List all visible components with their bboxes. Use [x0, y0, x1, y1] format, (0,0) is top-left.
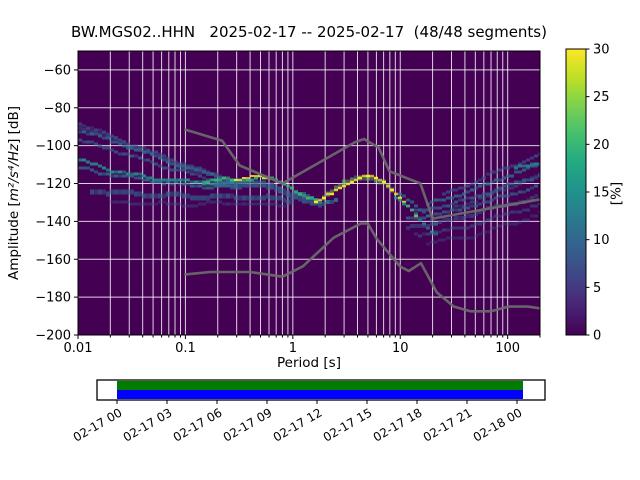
axes: 0.01 0.1 1 10 100 −60 −80 −100 −120 −140 −160 −180 −…: [35, 50, 541, 356]
colorbar-tick-label: 10: [593, 233, 610, 248]
timeline-tick-label: 02-17 09: [221, 405, 275, 444]
y-tick-label: −200: [35, 329, 71, 344]
colorbar-tick-label: 25: [593, 90, 610, 105]
grid-lines: [78, 51, 540, 335]
y-tick-label: −160: [35, 253, 71, 268]
timeline-tick-label: 02-17 21: [421, 405, 475, 444]
timeline-coverage-bar: [117, 381, 523, 390]
timeline-tick-label: 02-18 00: [471, 405, 525, 444]
colorbar-tick-label: 30: [593, 43, 610, 58]
x-tick-label: 10: [392, 341, 409, 356]
timeline-tick-label: 02-17 03: [121, 405, 175, 444]
colorbar-tick-label: 15: [593, 186, 610, 201]
x-tick-label: 0.1: [175, 341, 196, 356]
plot-title: BW.MGS02..HHN 2025-02-17 -- 2025-02-17 (…: [71, 23, 547, 41]
timeline-tick-label: 02-17 06: [171, 405, 225, 444]
y-tick-label: −80: [44, 101, 71, 116]
psd-histogram: [78, 122, 540, 246]
x-tick-label: 0.01: [64, 341, 93, 356]
y-tick-label: −140: [35, 215, 71, 230]
y-tick-label: −100: [35, 139, 71, 154]
timeline-tick-label: 02-17 00: [71, 405, 125, 444]
colorbar: 0 5 10 15 20 25 30: [565, 43, 610, 344]
x-tick-label: 100: [495, 341, 520, 356]
noise-model-lines: [184, 128, 540, 313]
timeline-tick-label: 02-17 12: [271, 405, 325, 444]
colorbar-tick-label: 20: [593, 138, 610, 153]
x-tick-label: 1: [289, 341, 297, 356]
y-tick-label: −120: [35, 177, 71, 192]
colorbar-tick-label: 5: [593, 281, 601, 296]
x-axis-label: Period [s]: [277, 355, 341, 371]
timeline-tick-label: 02-17 15: [321, 405, 375, 444]
timeline-data-bar: [117, 390, 523, 399]
y-tick-label: −60: [44, 63, 71, 78]
timeline-tick-label: 02-17 18: [371, 405, 425, 444]
plot-background: [78, 51, 540, 335]
colorbar-tick-label: 0: [593, 329, 601, 344]
y-tick-label: −180: [35, 291, 71, 306]
